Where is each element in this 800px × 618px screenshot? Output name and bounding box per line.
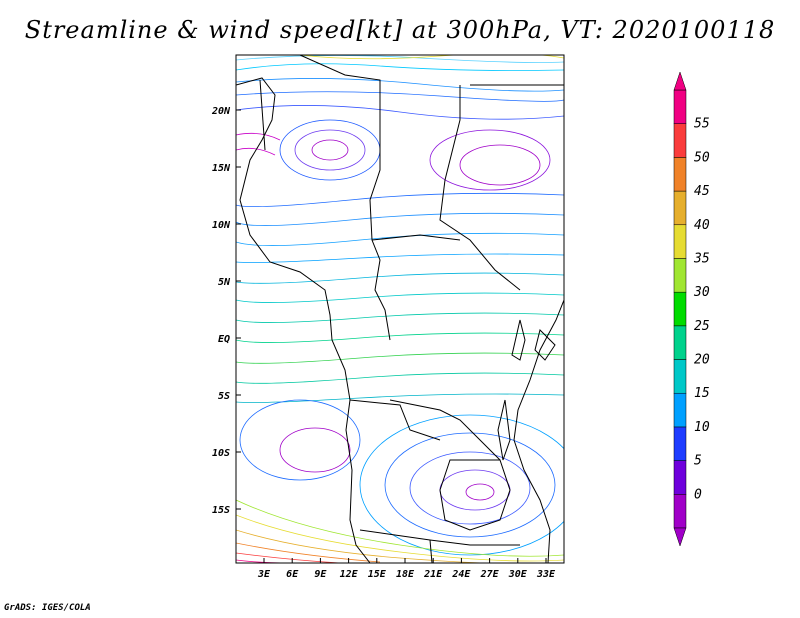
colorbar-label: 20	[694, 353, 710, 368]
colorbar-swatch	[673, 224, 687, 259]
colorbar-swatch	[673, 359, 687, 394]
colorbar-label: 55	[694, 117, 710, 132]
streamline	[294, 129, 366, 171]
streamline	[236, 332, 564, 343]
colorbar-swatch	[673, 157, 687, 192]
streamline	[236, 212, 564, 226]
colorbar-swatch	[673, 325, 687, 360]
streamline	[236, 552, 341, 563]
colorbar-label: 0	[694, 487, 702, 502]
colorbar-top-arrow	[673, 71, 687, 91]
streamline	[384, 432, 556, 538]
streamline	[409, 451, 531, 525]
streamline	[236, 372, 564, 384]
streamline	[236, 352, 564, 364]
colorbar-label: 25	[694, 319, 710, 334]
streamline	[236, 292, 564, 303]
colorbar-swatch	[673, 460, 687, 495]
lat-label: 20N	[211, 106, 231, 117]
streamline	[236, 147, 276, 156]
latitude-axis: 20N 15N 10N 5N EQ 5S 10S 15S	[211, 106, 241, 516]
streamline	[236, 55, 564, 63]
colorbar-swatch	[673, 89, 687, 124]
streamline	[236, 514, 564, 562]
lon-label: 12E	[340, 569, 359, 580]
streamline	[236, 253, 564, 263]
lat-label: 10S	[212, 448, 230, 459]
streamline	[429, 129, 551, 191]
colorbar: 0 5 10 15 20 25 30 35 40 45 50 55	[673, 71, 710, 547]
streamline	[236, 132, 281, 141]
colorbar-swatch	[673, 426, 687, 461]
streamline	[311, 139, 349, 161]
colorbar-swatch	[673, 258, 687, 293]
streamline	[236, 272, 564, 284]
streamline	[299, 55, 564, 60]
lon-label: 9E	[314, 569, 327, 580]
lat-label: 10N	[212, 220, 231, 231]
colorbar-label: 15	[694, 386, 710, 401]
colorbar-label: 35	[693, 251, 710, 266]
streamline	[236, 312, 564, 323]
lon-label: 6E	[286, 569, 299, 580]
lat-label: 15S	[212, 505, 230, 516]
lon-label: 30E	[508, 569, 528, 580]
colorbar-swatch	[673, 123, 687, 158]
streamline	[236, 529, 564, 563]
streamline	[236, 393, 564, 403]
map-title: Streamline & wind speed[kt] at 300hPa, V…	[24, 16, 776, 44]
streamline	[459, 144, 541, 186]
streamline	[439, 469, 511, 511]
lon-label: 24E	[451, 569, 471, 580]
lon-label: 18E	[396, 569, 415, 580]
streamline	[465, 483, 495, 501]
colorbar-label: 30	[693, 285, 710, 300]
streamline	[236, 78, 564, 92]
lat-label: 5S	[218, 391, 230, 402]
colorbar-label: 40	[694, 218, 710, 233]
streamline	[279, 427, 351, 473]
colorbar-label: 5	[694, 454, 702, 469]
lon-label: 33E	[536, 569, 556, 580]
lon-label: 15E	[368, 569, 387, 580]
colorbar-label: 10	[694, 420, 710, 435]
streamline	[236, 91, 564, 102]
colorbar-bottom-arrow	[673, 527, 687, 547]
coastlines	[236, 55, 564, 563]
lat-label: 5N	[218, 277, 231, 288]
lat-label: 15N	[212, 163, 231, 174]
streamline	[236, 232, 564, 246]
streamline	[236, 542, 381, 563]
lat-label: EQ	[218, 334, 230, 345]
plot-frame	[235, 54, 565, 564]
colorbar-swatch	[673, 494, 687, 529]
streamline	[239, 399, 361, 481]
footer-credit: GrADS: IGES/COLA	[4, 603, 91, 613]
lon-label: 3E	[257, 569, 271, 580]
colorbar-swatch	[673, 190, 687, 226]
colorbar-swatch	[673, 392, 687, 428]
lon-label: 27E	[480, 569, 500, 580]
longitude-axis: 3E 6E 9E 12E 15E 18E 21E 24E 27E 30E 33E	[257, 558, 556, 580]
colorbar-label: 45	[694, 184, 710, 199]
colorbar-label: 50	[694, 150, 710, 165]
streamline	[236, 105, 564, 120]
streamline	[236, 63, 564, 71]
streamline	[236, 499, 564, 557]
streamline	[359, 414, 564, 556]
lon-label: 21E	[423, 569, 443, 580]
colorbar-swatch	[673, 291, 687, 327]
streamline	[236, 192, 564, 208]
streamline-field	[236, 55, 564, 563]
